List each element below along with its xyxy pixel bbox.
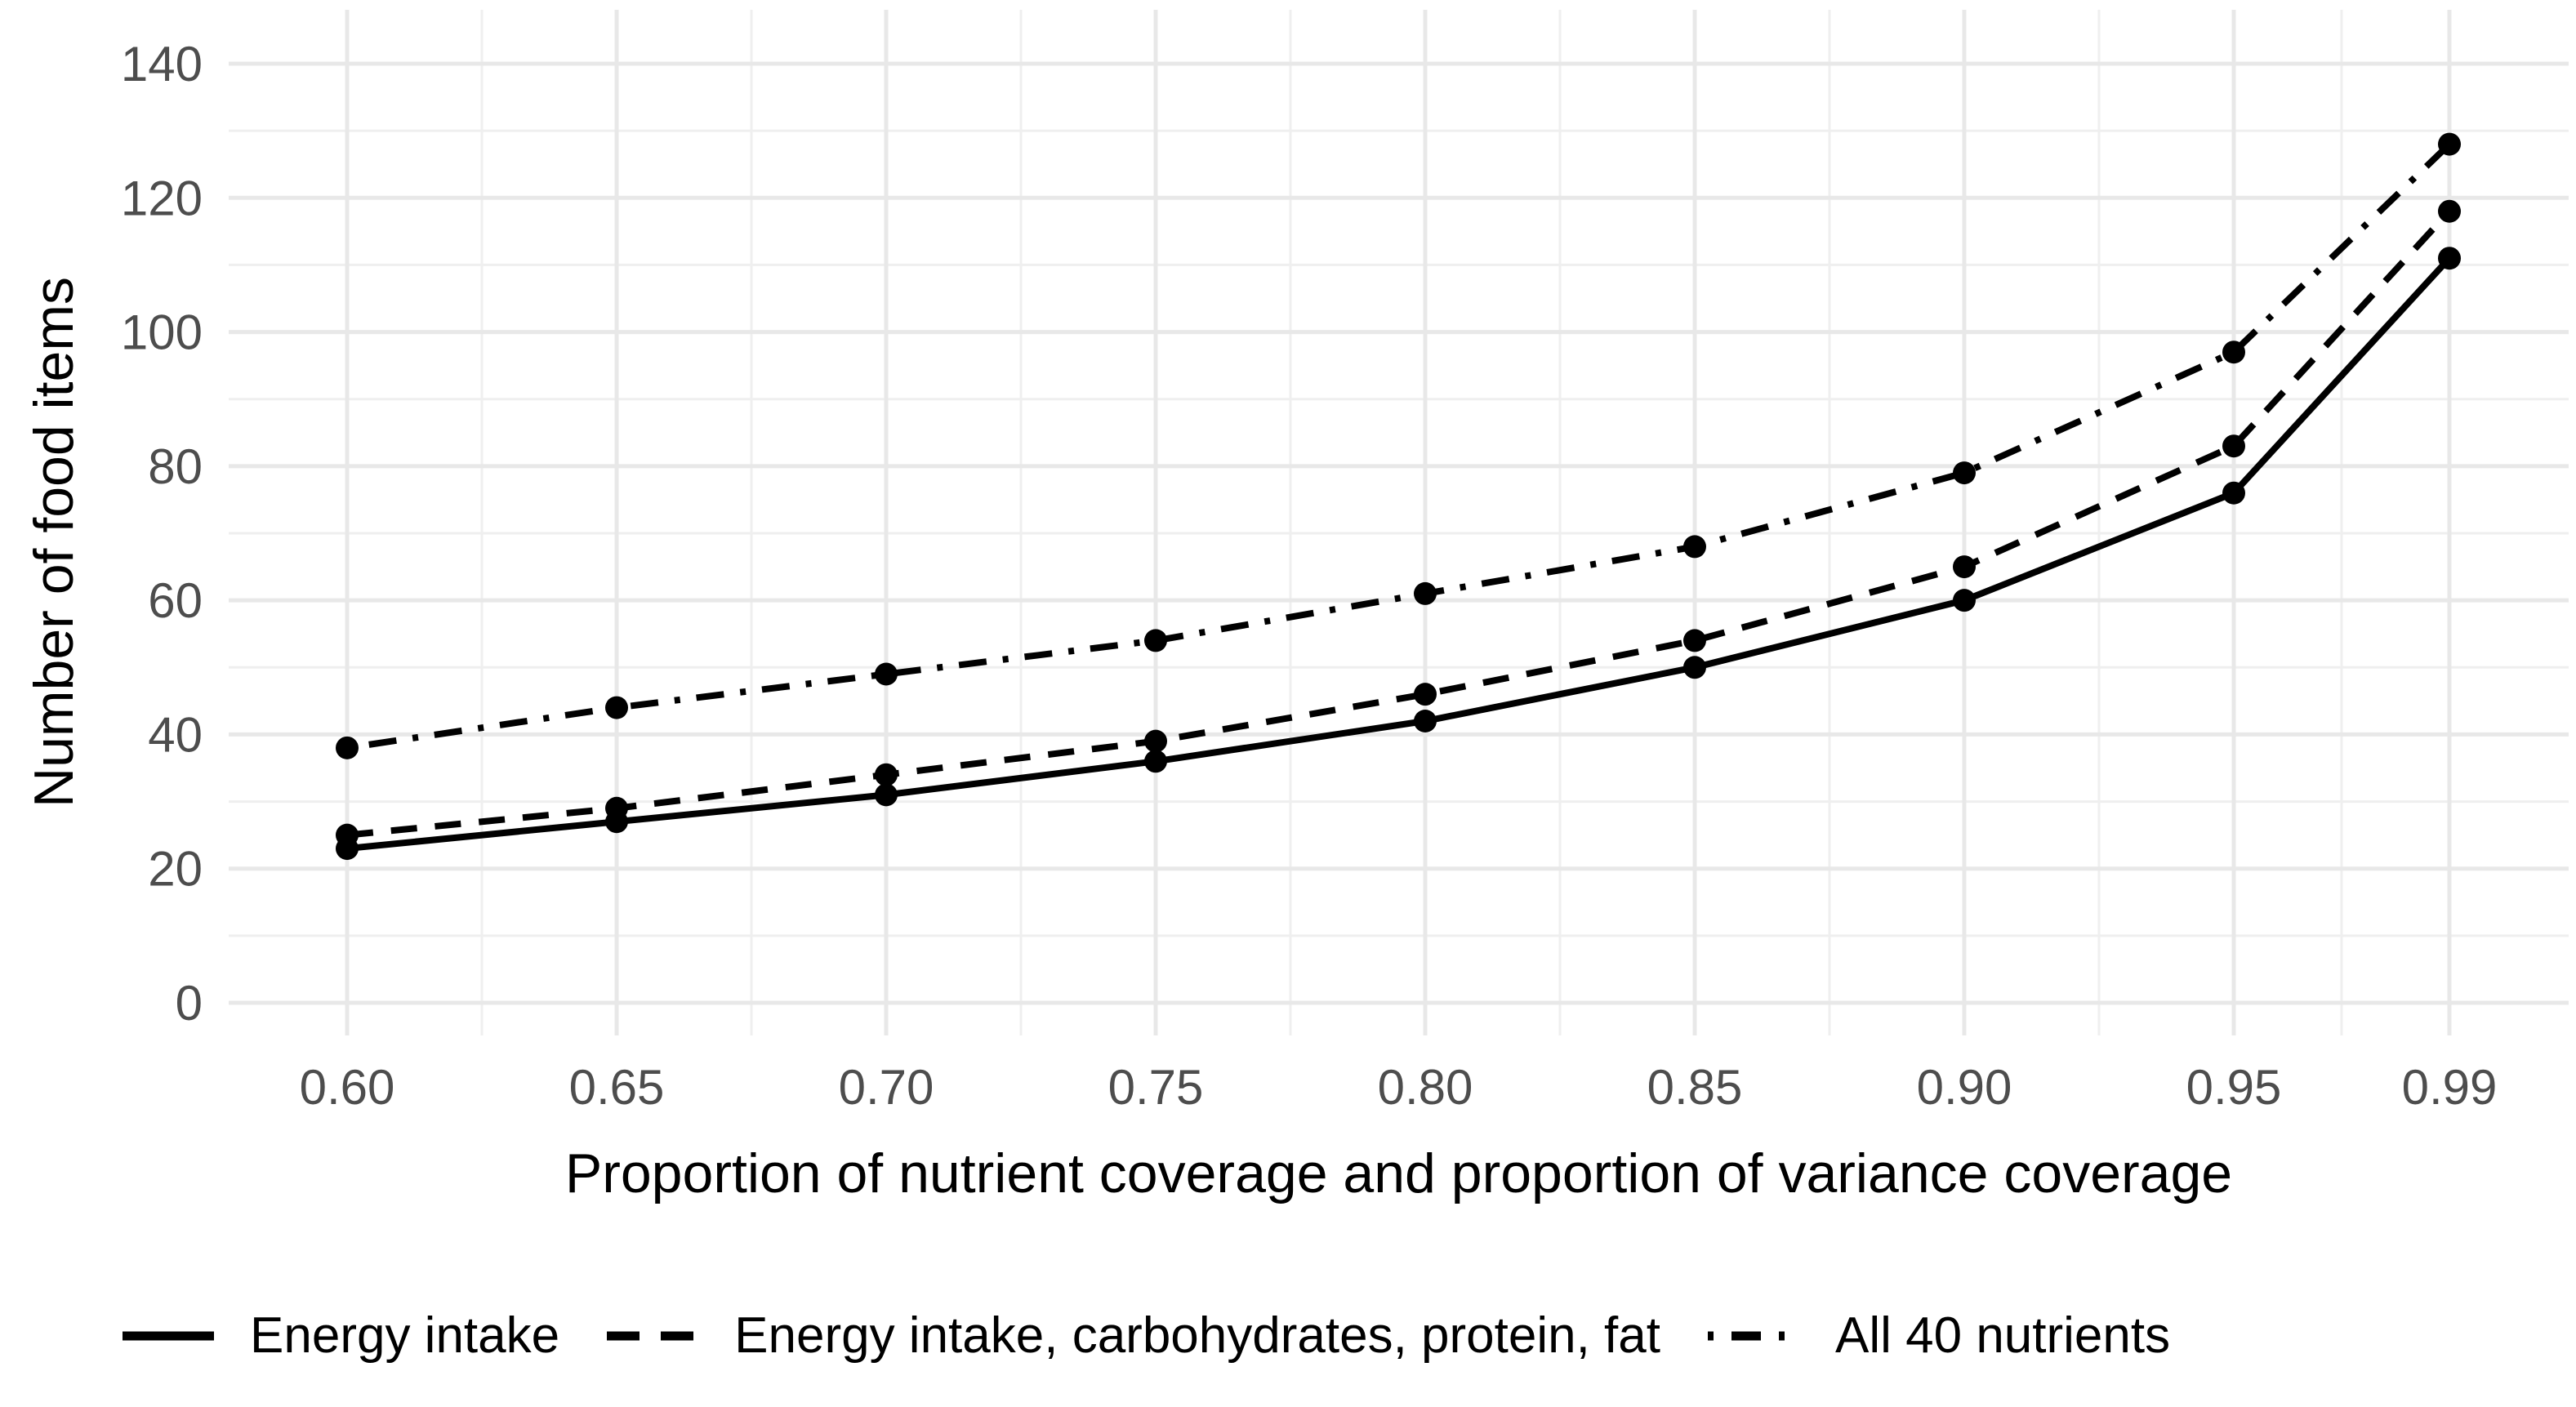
y-tick-label: 0: [176, 976, 203, 1031]
y-tick-label: 120: [121, 171, 203, 225]
y-tick-label: 20: [148, 842, 203, 897]
x-tick-label: 0.75: [1108, 1060, 1204, 1115]
x-tick-label: 0.70: [839, 1060, 934, 1115]
y-tick-label: 80: [148, 439, 203, 494]
y-tick-label: 40: [148, 707, 203, 762]
y-tick-label: 100: [121, 305, 203, 360]
x-tick-label: 0.85: [1647, 1060, 1743, 1115]
legend-label: All 40 nutrients: [1835, 1307, 2171, 1364]
x-tick-label: 0.60: [300, 1060, 395, 1115]
x-tick-label: 0.80: [1378, 1060, 1473, 1115]
x-axis-title: Proportion of nutrient coverage and prop…: [564, 1142, 2233, 1204]
legend-label: Energy intake: [250, 1307, 560, 1364]
solid-line-swatch-icon: [123, 1331, 214, 1340]
dashed-line-swatch-icon: [607, 1331, 699, 1340]
legend-item-energy-carb-protein-fat: Energy intake, carbohydrates, protein, f…: [607, 1307, 1660, 1365]
y-axis-title: Number of food items: [23, 276, 85, 808]
legend-item-all-40-nutrients: All 40 nutrients: [1708, 1307, 2170, 1365]
y-tick-label: 140: [121, 37, 203, 91]
chart-legend: Energy intake Energy intake, carbohydrat…: [123, 1307, 2565, 1365]
legend-label: Energy intake, carbohydrates, protein, f…: [734, 1307, 1660, 1364]
x-tick-label: 0.99: [2402, 1060, 2498, 1115]
x-tick-label: 0.90: [1917, 1060, 2012, 1115]
dashdot-line-swatch-icon: [1708, 1331, 1799, 1340]
y-tick-label: 60: [148, 573, 203, 628]
x-tick-label: 0.95: [2186, 1060, 2282, 1115]
legend-item-energy-intake: Energy intake: [123, 1307, 559, 1365]
x-tick-label: 0.65: [569, 1060, 665, 1115]
